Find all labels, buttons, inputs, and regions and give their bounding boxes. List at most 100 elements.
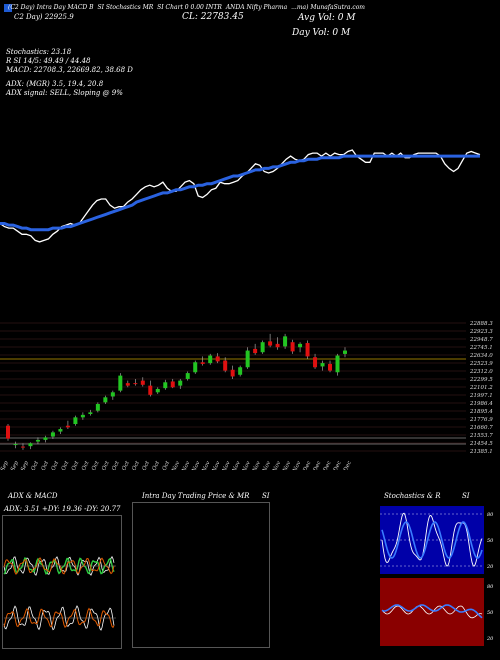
price-tick-label: 22299.5 [469, 377, 493, 383]
rsi-avg-line [381, 604, 483, 619]
adx-lines [3, 555, 116, 631]
candle-body [13, 444, 18, 446]
candle-body [290, 342, 295, 352]
price-tick-label: 21997.1 [469, 393, 493, 399]
candle-body [103, 397, 108, 403]
title-part-4: ANDA Nifty Pharma [225, 4, 288, 11]
date-tick-label: 30 Nov [288, 460, 302, 470]
candle-body [328, 363, 333, 371]
candle-body [35, 439, 40, 442]
candle-body [140, 380, 145, 385]
candle-body [65, 425, 70, 428]
date-tick-label: 16 Nov [228, 460, 242, 470]
candle-body [43, 437, 48, 440]
date-tick-label: 05 Nov [178, 460, 192, 470]
candle-body [20, 446, 25, 448]
candle-body [50, 432, 55, 437]
rsi-background [380, 578, 484, 646]
macd-white-line [3, 605, 115, 631]
avg-vol: Avg Vol: 0 M [298, 13, 356, 23]
price-tick-label: 22745.1 [469, 345, 493, 351]
price-axis: 22888.3 22923.3 22948.7 22745.1 22634.0 22523… [469, 321, 493, 455]
candle-body [58, 429, 63, 432]
date-tick-label: 01 Oct [27, 460, 41, 470]
title-part-1: (C2 Day) Intra Day MACD B [8, 4, 94, 11]
day-vol: Day Vol: 0 M [292, 28, 351, 38]
date-tick-label: 27 Sep [6, 460, 20, 470]
candle-body [275, 343, 280, 348]
stoch-tick-label: 50 [487, 538, 494, 544]
candle-body [6, 425, 10, 439]
candle-body [223, 360, 228, 371]
candle-body [238, 367, 243, 375]
intraday-panel-title: Intra Day Trading Price & MR [142, 492, 250, 500]
candle-body [155, 388, 160, 393]
date-tick-label: 03 Oct [37, 460, 51, 470]
candle-body [163, 382, 168, 389]
candle-body [185, 373, 190, 379]
date-tick-label: 10 Oct [67, 460, 81, 470]
price-tick-label: 21454.5 [469, 441, 493, 447]
indicator-price-line [0, 149, 481, 243]
intraday-panel-frame [132, 502, 270, 648]
candle-body [260, 342, 265, 353]
candle-body [125, 383, 130, 386]
price-tick-label: 22948.7 [469, 337, 493, 343]
candle-body [215, 356, 220, 362]
stoch-rsi-values: R SI 14/5: 49.49 / 44.48 [6, 57, 91, 65]
candle-body [95, 403, 100, 411]
stochastics-value: Stochastics: 23.18 [6, 48, 72, 56]
stoch-panel-title-2: SI [462, 492, 470, 500]
stoch-d-line [381, 521, 483, 559]
adx-values: ADX: (MGR) 3.5, 19.4, 20.8 [6, 80, 104, 88]
date-tick-label: 22 Oct [117, 460, 131, 470]
price-tick-label: 21385.1 [469, 449, 493, 455]
price-tick-label: 21986.4 [469, 401, 493, 407]
rsi-tick-label: 80 [487, 584, 494, 590]
candle-body [320, 363, 325, 367]
price-tick-label: 21553.7 [469, 433, 493, 439]
date-tick-label: 17 Oct [97, 460, 111, 470]
candle-body [73, 417, 78, 425]
candle-body [208, 355, 213, 364]
date-tick-label: 24 Oct [127, 460, 141, 470]
date-tick-label: 05 Dec [309, 460, 323, 470]
date-tick-label: 02 Nov [167, 460, 181, 470]
candle-body [245, 350, 250, 368]
date-tick-label: 11 Dec [339, 460, 353, 470]
lower-panels: 80 50 20 80 50 20 [3, 506, 494, 646]
candle-body [305, 343, 310, 357]
date-tick-label: 05 Oct [47, 460, 61, 470]
date-tick-label: 09 Nov [198, 460, 212, 470]
candle-body [335, 355, 340, 373]
date-tick-label: 26 Nov [268, 460, 283, 470]
rsi-tick-label: 50 [487, 610, 494, 616]
candle-body [268, 341, 273, 346]
date-tick-label: 29 Sep [16, 460, 30, 470]
adx-panel-frame [2, 515, 122, 649]
adx-panel-values: ADX: 3.51 +DY: 19.36 -DY: 20.77 [4, 505, 121, 513]
candle-body [313, 357, 318, 368]
date-tick-label: 25 Sep [0, 460, 10, 470]
price-tick-label: 21776.9 [469, 417, 493, 423]
title-part-2: SI Stochastics MR [97, 4, 154, 11]
indicator-layer [0, 149, 481, 243]
date-tick-label: 07 Nov [188, 460, 202, 470]
price-tick-label: 22888.3 [469, 321, 493, 327]
header-icon [4, 4, 12, 12]
date-tick-label: 26 Oct [137, 460, 151, 470]
price-tick-label: 22312.0 [469, 369, 493, 375]
stoch-tick-label: 80 [487, 512, 494, 518]
candle-body [118, 375, 123, 391]
title-row: (C2 Day) Intra Day MACD B SI Stochastics… [8, 4, 428, 11]
adx-orange-line [3, 557, 115, 575]
title-part-5: ...ma) MunafaSutra.com [291, 4, 365, 11]
date-tick-label: 03 Dec [299, 460, 313, 470]
stoch-panel-title: Stochastics & R [384, 492, 441, 500]
close-label: CL: 22783.45 [182, 12, 244, 22]
candle-body [148, 385, 153, 395]
candle-body [298, 343, 303, 348]
price-tick-label: 21895.4 [469, 409, 493, 415]
date-tick-label: 31 Oct [158, 460, 172, 470]
price-tick-label: 22634.0 [469, 353, 493, 359]
